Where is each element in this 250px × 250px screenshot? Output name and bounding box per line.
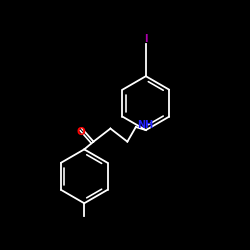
Text: NH: NH [137, 120, 154, 130]
Text: I: I [144, 34, 148, 44]
Text: O: O [76, 128, 85, 138]
